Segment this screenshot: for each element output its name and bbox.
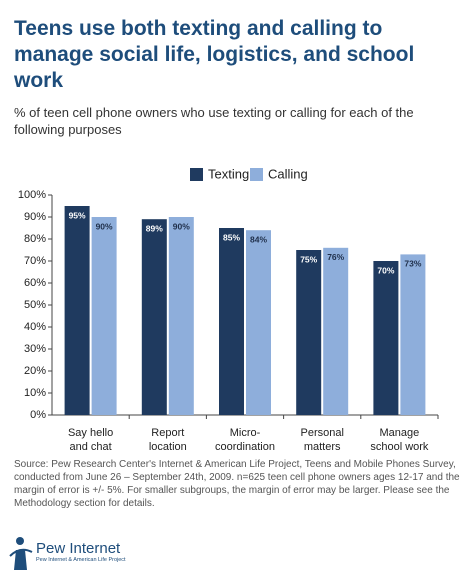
- legend-label: Calling: [268, 166, 308, 181]
- legend-swatch: [190, 168, 203, 181]
- bar: [323, 247, 349, 415]
- bar: [296, 250, 322, 415]
- y-tick-label: 30%: [24, 343, 46, 355]
- x-tick-label: Micro-coordination: [215, 427, 275, 453]
- legend-swatch: [250, 168, 263, 181]
- y-tick-label: 50%: [24, 299, 46, 311]
- bar: [400, 254, 426, 415]
- x-tick-label: Manage school work: [370, 427, 429, 453]
- y-tick-label: 80%: [24, 233, 46, 245]
- chart-subtitle: % of teen cell phone owners who use text…: [14, 105, 414, 137]
- bar: [246, 230, 271, 415]
- x-tick-label: Report location: [149, 427, 187, 453]
- y-tick-label: 20%: [24, 365, 46, 377]
- bar: [168, 217, 194, 415]
- chart-title: Teens use both texting and calling to ma…: [14, 17, 415, 92]
- bar: [91, 217, 117, 415]
- y-tick-label: 60%: [24, 277, 46, 289]
- logo-text: Pew Internet: [36, 540, 121, 557]
- value-label: 85%: [223, 232, 240, 242]
- logo-icon: [9, 537, 33, 570]
- source-note: Source: Pew Research Center's Internet &…: [14, 459, 460, 509]
- value-label: 75%: [300, 254, 317, 264]
- y-tick-label: 40%: [24, 321, 46, 333]
- bar: [64, 206, 90, 415]
- value-label: 76%: [327, 252, 344, 262]
- bar: [373, 261, 399, 415]
- legend-label: Texting: [208, 166, 249, 181]
- x-tick-label: Say hello and chat: [68, 427, 113, 453]
- value-label: 70%: [377, 265, 394, 275]
- value-label: 90%: [96, 221, 113, 231]
- value-label: 95%: [69, 210, 86, 220]
- value-label: 89%: [146, 223, 163, 233]
- logo-subtext: Pew Internet & American Life Project: [36, 557, 126, 563]
- bar: [141, 219, 167, 415]
- value-label: 73%: [404, 259, 421, 269]
- value-label: 90%: [173, 221, 190, 231]
- y-tick-label: 70%: [24, 255, 46, 267]
- bar: [219, 228, 244, 415]
- x-tick-label: Personal matters: [300, 427, 343, 453]
- y-tick-label: 10%: [24, 387, 46, 399]
- y-tick-label: 100%: [18, 189, 46, 201]
- value-label: 84%: [250, 234, 267, 244]
- y-tick-label: 90%: [24, 211, 46, 223]
- y-tick-label: 0%: [30, 409, 46, 421]
